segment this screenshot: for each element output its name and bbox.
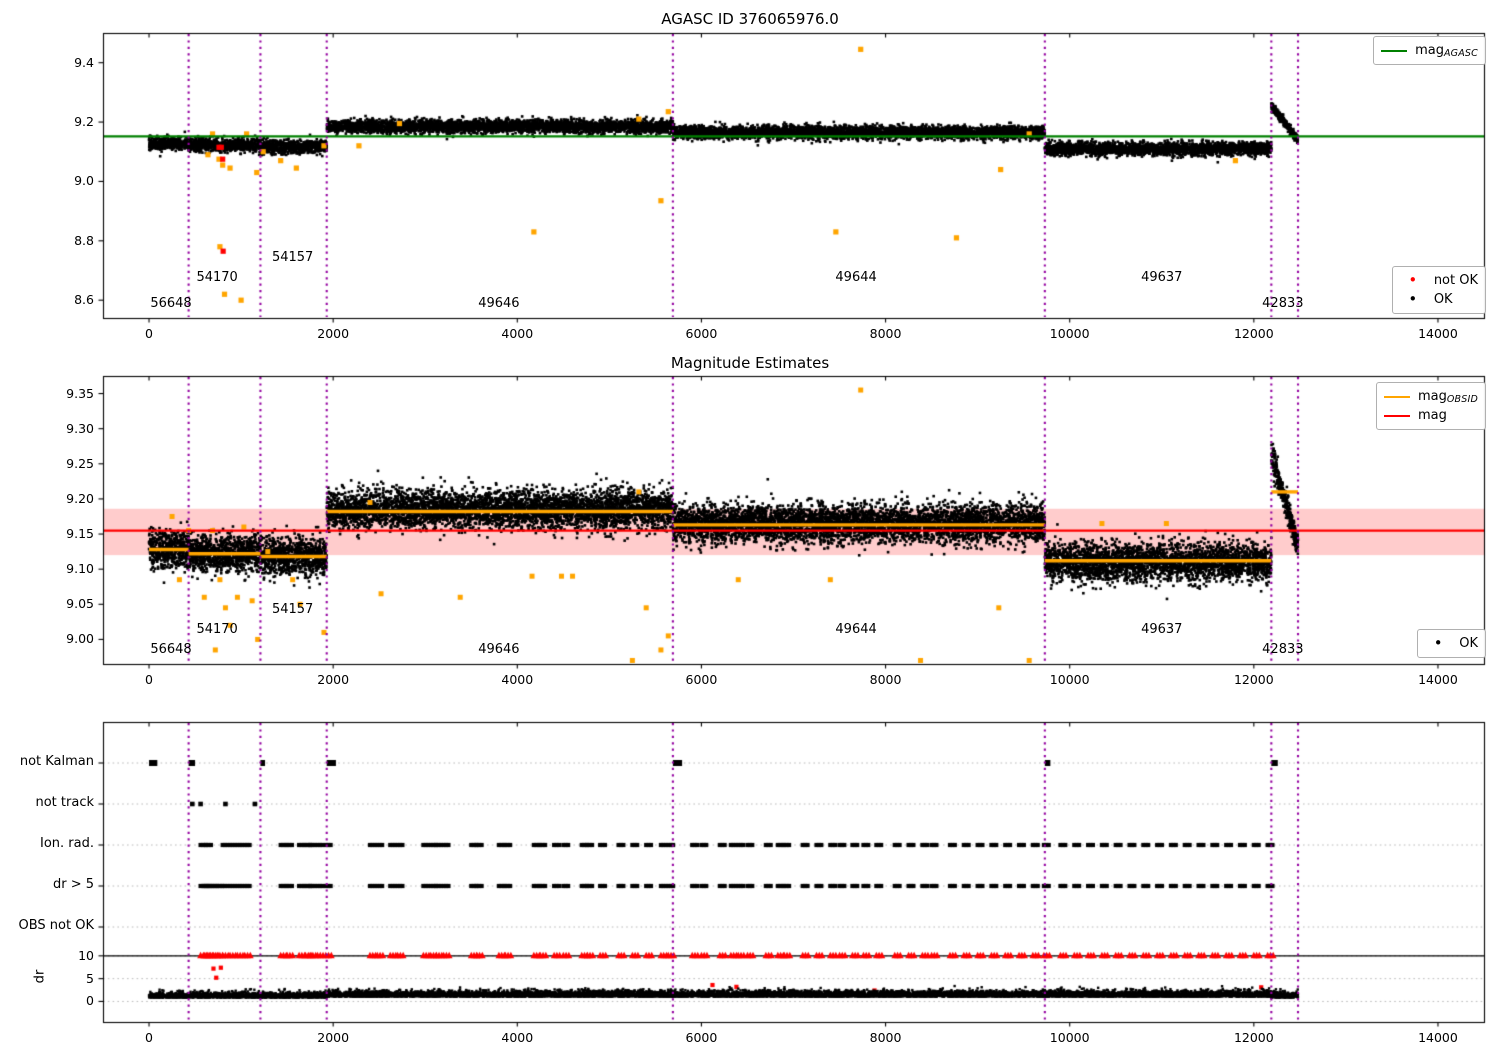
legend-entry-mag: mag <box>1383 406 1478 425</box>
panel2-legend-mag[interactable]: magOBSID mag <box>1375 382 1486 430</box>
ok-dot-swatch: • <box>1408 290 1418 308</box>
legend-label-mag: mag <box>1417 408 1447 423</box>
dr-axis-label: dr <box>32 969 48 983</box>
legend-entry-mag-agasc: magAGASC <box>1381 41 1478 60</box>
legend-entry-ok-2: • OK <box>1425 634 1478 653</box>
legend-label-mag-agasc: magAGASC <box>1415 42 1478 59</box>
ok-dot-swatch-2: • <box>1433 634 1443 652</box>
legend-entry-mag-obsid: magOBSID <box>1383 387 1478 406</box>
mag-agasc-line-swatch <box>1381 49 1408 52</box>
panel2-legend-status[interactable]: • OK <box>1417 629 1486 658</box>
mag-obsid-line-swatch <box>1383 395 1410 398</box>
not-ok-dot-swatch: • <box>1408 271 1418 289</box>
legend-entry-not-ok: • not OK <box>1400 271 1478 290</box>
legend-label-not-ok: not OK <box>1433 273 1478 288</box>
mag-line-swatch <box>1383 414 1410 417</box>
panel1-legend-magagasc[interactable]: magAGASC <box>1373 36 1486 65</box>
panel1-legend-status[interactable]: • not OK • OK <box>1391 266 1486 314</box>
legend-label-ok: OK <box>1433 292 1453 307</box>
legend-label-mag-obsid: magOBSID <box>1417 388 1478 405</box>
legend-label-ok-2: OK <box>1459 636 1478 651</box>
legend-entry-ok: • OK <box>1400 290 1478 309</box>
